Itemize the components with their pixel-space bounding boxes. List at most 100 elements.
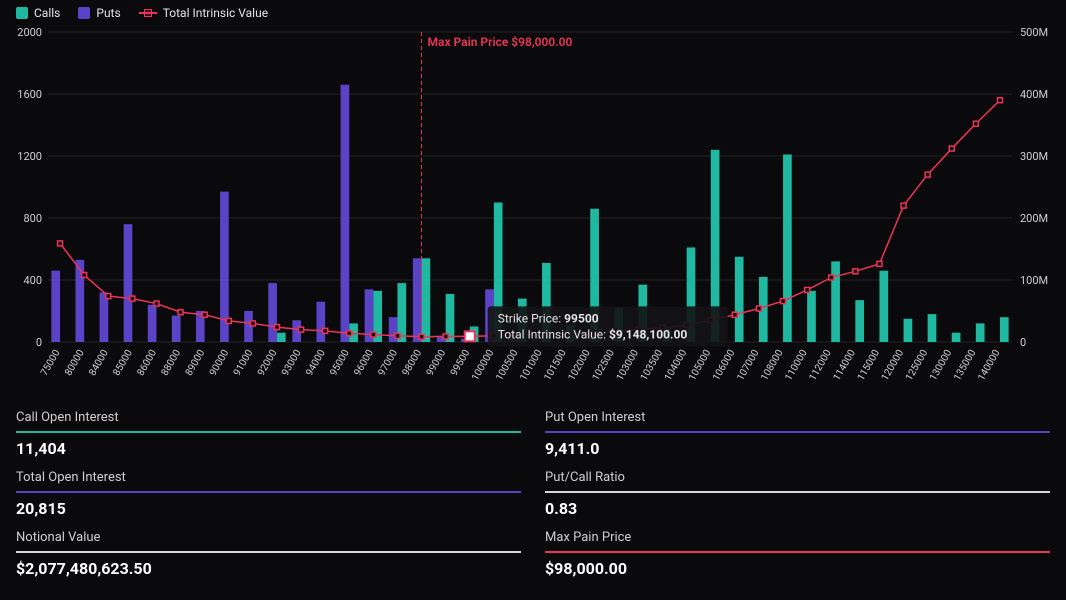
stat-call-oi-value: 11,404 — [16, 439, 521, 458]
line-point[interactable] — [443, 334, 448, 339]
svg-text:130000: 130000 — [928, 348, 955, 383]
bar-puts[interactable] — [100, 292, 109, 342]
line-point[interactable] — [202, 312, 207, 317]
line-point[interactable] — [58, 241, 63, 246]
line-point[interactable] — [805, 287, 810, 292]
line-point[interactable] — [154, 301, 159, 306]
stat-notional-value: $2,077,480,623.50 — [16, 559, 521, 578]
underline-put-oi — [545, 431, 1050, 433]
svg-text:100000: 100000 — [470, 348, 497, 383]
line-point[interactable] — [949, 146, 954, 151]
stat-pc-ratio: Put/Call Ratio 0.83 — [545, 470, 1050, 518]
stat-put-oi: Put Open Interest 9,411.0 — [545, 410, 1050, 458]
svg-text:1200: 1200 — [17, 150, 42, 163]
line-point[interactable] — [732, 312, 737, 317]
underline-max-pain — [545, 551, 1050, 553]
svg-text:Strike Price: 99500: Strike Price: 99500 — [498, 311, 599, 325]
svg-text:102500: 102500 — [591, 348, 618, 383]
svg-text:106000: 106000 — [711, 348, 738, 383]
options-chart: 04008001200160020000100M200M300M400M500M… — [8, 26, 1058, 398]
svg-text:140000: 140000 — [976, 348, 1003, 383]
stat-put-oi-label: Put Open Interest — [545, 410, 1050, 425]
svg-text:500M: 500M — [1020, 26, 1048, 39]
line-point[interactable] — [829, 275, 834, 280]
svg-text:101000: 101000 — [518, 348, 545, 383]
bar-calls[interactable] — [928, 314, 937, 342]
line-point[interactable] — [853, 269, 858, 274]
legend-calls[interactable]: Calls — [16, 6, 60, 20]
bar-puts[interactable] — [172, 316, 181, 342]
legend-total-iv[interactable]: Total Intrinsic Value — [139, 6, 268, 20]
bar-calls[interactable] — [855, 300, 864, 342]
line-point[interactable] — [130, 296, 135, 301]
stat-max-pain-label: Max Pain Price — [545, 530, 1050, 545]
svg-text:102000: 102000 — [566, 348, 593, 383]
legend-total-iv-label: Total Intrinsic Value — [163, 6, 268, 20]
bar-calls[interactable] — [735, 257, 744, 342]
svg-text:105000: 105000 — [687, 348, 714, 383]
svg-text:300M: 300M — [1020, 150, 1048, 163]
swatch-line — [139, 12, 157, 14]
svg-text:0: 0 — [36, 336, 42, 349]
bar-puts[interactable] — [341, 85, 350, 342]
bar-puts[interactable] — [148, 305, 157, 342]
bar-calls[interactable] — [422, 258, 431, 342]
line-point[interactable] — [347, 331, 352, 336]
stat-max-pain: Max Pain Price $98,000.00 — [545, 530, 1050, 578]
line-point[interactable] — [395, 333, 400, 338]
line-point[interactable] — [178, 310, 183, 315]
svg-text:112000: 112000 — [807, 348, 834, 383]
svg-text:100M: 100M — [1020, 274, 1048, 287]
line-point[interactable] — [82, 273, 87, 278]
svg-text:92000: 92000 — [256, 348, 280, 378]
svg-text:86000: 86000 — [135, 348, 159, 378]
svg-text:89000: 89000 — [184, 348, 208, 378]
bar-calls[interactable] — [952, 333, 961, 342]
stat-notional: Notional Value $2,077,480,623.50 — [16, 530, 521, 578]
line-point[interactable] — [973, 121, 978, 126]
stat-max-pain-value: $98,000.00 — [545, 559, 1050, 578]
bar-calls[interactable] — [1000, 317, 1009, 342]
line-point[interactable] — [781, 299, 786, 304]
bar-puts[interactable] — [413, 258, 422, 342]
svg-text:75000: 75000 — [39, 348, 63, 378]
bar-calls[interactable] — [277, 333, 286, 342]
line-point-active[interactable] — [465, 331, 475, 341]
svg-text:93000: 93000 — [280, 348, 304, 378]
swatch-puts — [78, 7, 90, 19]
line-point[interactable] — [323, 328, 328, 333]
line-point[interactable] — [106, 294, 111, 299]
line-point[interactable] — [997, 98, 1002, 103]
line-point[interactable] — [371, 332, 376, 337]
svg-text:96000: 96000 — [352, 348, 376, 378]
bar-calls[interactable] — [807, 291, 816, 342]
line-point[interactable] — [925, 172, 930, 177]
line-point[interactable] — [901, 203, 906, 208]
bar-puts[interactable] — [51, 271, 60, 342]
stat-pc-ratio-value: 0.83 — [545, 499, 1050, 518]
line-point[interactable] — [299, 327, 304, 332]
legend-puts[interactable]: Puts — [78, 6, 120, 20]
bar-puts[interactable] — [316, 302, 325, 342]
line-point[interactable] — [274, 325, 279, 330]
line-point[interactable] — [226, 318, 231, 323]
underline-notional — [16, 551, 521, 553]
bar-calls[interactable] — [904, 319, 913, 342]
line-point[interactable] — [419, 334, 424, 339]
bar-puts[interactable] — [268, 283, 277, 342]
line-point[interactable] — [756, 306, 761, 311]
bar-puts[interactable] — [124, 224, 133, 342]
bar-calls[interactable] — [831, 261, 840, 342]
bar-calls[interactable] — [783, 154, 792, 342]
svg-text:103000: 103000 — [615, 348, 642, 383]
svg-text:400: 400 — [23, 274, 42, 287]
stat-put-oi-value: 9,411.0 — [545, 439, 1050, 458]
svg-text:2000: 2000 — [17, 26, 42, 39]
svg-text:104000: 104000 — [663, 348, 690, 383]
bar-calls[interactable] — [879, 271, 888, 342]
svg-text:99500: 99500 — [449, 348, 473, 378]
svg-text:108000: 108000 — [759, 348, 786, 383]
line-point[interactable] — [250, 321, 255, 326]
line-point[interactable] — [877, 261, 882, 266]
bar-calls[interactable] — [976, 323, 985, 342]
